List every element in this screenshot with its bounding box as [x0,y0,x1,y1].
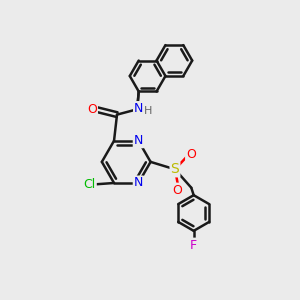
Text: O: O [87,103,97,116]
Text: S: S [171,162,179,176]
Text: H: H [144,106,153,116]
Text: Cl: Cl [83,178,96,191]
Text: N: N [134,176,143,190]
Text: O: O [186,148,196,161]
Text: N: N [134,102,143,115]
Text: N: N [134,134,143,147]
Text: F: F [190,238,197,252]
Text: N: N [134,102,143,115]
Text: H: H [144,106,153,116]
Text: O: O [172,184,182,196]
